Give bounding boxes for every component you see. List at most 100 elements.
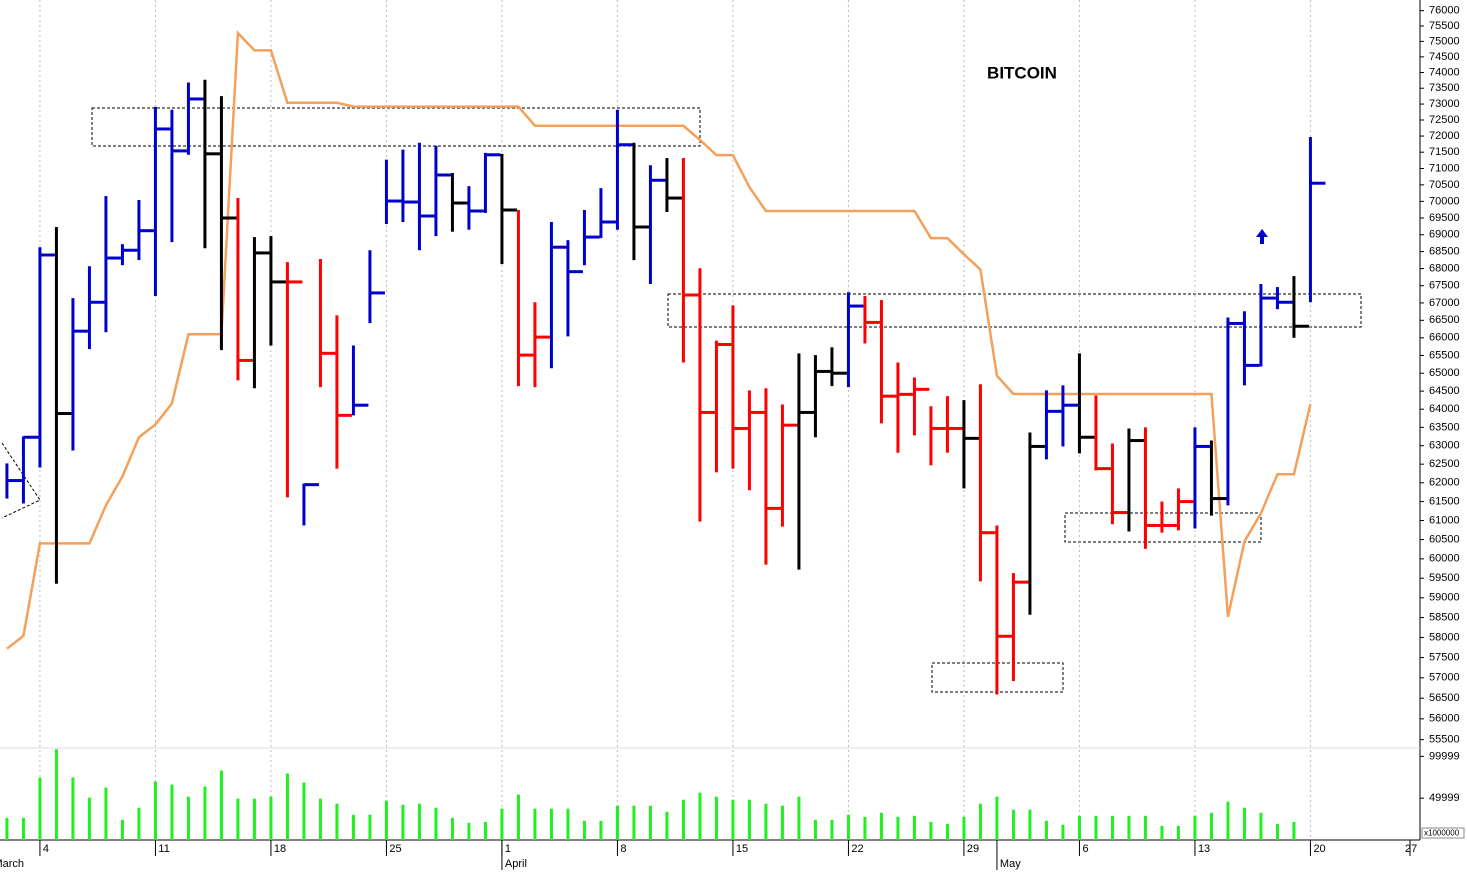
- volume-bar: [335, 803, 339, 840]
- y-tick-label: 74500: [1429, 51, 1460, 63]
- y-tick-label: 71500: [1429, 146, 1460, 158]
- x-tick-label: 20: [1313, 843, 1325, 855]
- volume-bar: [5, 817, 9, 840]
- volume-bar: [978, 803, 982, 840]
- y-tick-label: 57500: [1429, 651, 1460, 663]
- y-tick-label: 64500: [1429, 385, 1460, 397]
- volume-bar: [648, 805, 652, 840]
- volume-bar: [566, 808, 570, 840]
- y-tick-label: 72500: [1429, 114, 1460, 126]
- y-tick-label: 55500: [1429, 734, 1460, 746]
- volume-bar: [896, 816, 900, 840]
- volume-bar: [1193, 815, 1197, 840]
- volume-bar: [1028, 809, 1032, 840]
- volume-bar: [731, 799, 735, 840]
- y-tick-label: 63000: [1429, 440, 1460, 452]
- volume-bar: [252, 798, 256, 840]
- volume-bar: [38, 777, 42, 840]
- x-tick-label: 18: [274, 843, 286, 855]
- y-tick-label: 61500: [1429, 495, 1460, 507]
- volume-bar: [846, 814, 850, 840]
- volume-bar: [1292, 821, 1296, 840]
- volume-bar: [384, 800, 388, 840]
- stop-line: [6, 30, 1312, 650]
- y-tick-label: 64000: [1429, 403, 1460, 415]
- volume-bar: [54, 749, 58, 840]
- volume-bar: [797, 796, 801, 840]
- volume-bar: [351, 814, 355, 840]
- volume-bar: [945, 823, 949, 840]
- y-tick-label: 68000: [1429, 262, 1460, 274]
- y-tick-label: 58500: [1429, 611, 1460, 623]
- volume-bar: [599, 820, 603, 840]
- volume-bar: [698, 792, 702, 840]
- y-tick-label: 75000: [1429, 35, 1460, 47]
- volume-bar: [186, 796, 190, 840]
- volume-bar: [153, 781, 157, 840]
- volume-bar: [681, 799, 685, 840]
- y-tick-label: 67000: [1429, 297, 1460, 309]
- y-tick-label: 60000: [1429, 553, 1460, 565]
- volume-bar: [500, 808, 504, 840]
- volume-bar: [219, 770, 223, 840]
- month-label: May: [1000, 858, 1021, 870]
- volume-tick-label: 49999: [1429, 792, 1460, 804]
- y-tick-label: 59500: [1429, 572, 1460, 584]
- y-tick-label: 65000: [1429, 367, 1460, 379]
- volume-bar: [533, 808, 537, 840]
- volume-bar: [764, 803, 768, 840]
- up-arrow: [1256, 229, 1268, 244]
- y-tick-label: 73000: [1429, 98, 1460, 110]
- zone-wedge: [1, 442, 41, 519]
- volume-bar: [714, 796, 718, 840]
- volume-bar: [1209, 812, 1213, 840]
- zone-box: [667, 293, 1362, 328]
- volume-bar: [1011, 809, 1015, 840]
- volume-bar: [1077, 815, 1081, 840]
- volume-bar: [87, 797, 91, 840]
- x-tick-label: 22: [851, 843, 863, 855]
- volume-bar: [1044, 820, 1048, 840]
- volume-bar: [1160, 825, 1164, 840]
- volume-bar: [863, 816, 867, 840]
- volume-bar: [549, 808, 553, 840]
- y-tick-label: 71000: [1429, 162, 1460, 174]
- chart-title: BITCOIN: [987, 63, 1057, 82]
- volume-bar: [467, 822, 471, 840]
- volume-bar: [665, 811, 669, 840]
- volume-bar: [104, 787, 108, 840]
- x-tick-label: 6: [1082, 843, 1088, 855]
- y-tick-label: 76000: [1429, 5, 1460, 17]
- volume-bar: [401, 804, 405, 840]
- y-tick-label: 75500: [1429, 20, 1460, 32]
- volume-bar: [302, 782, 306, 840]
- y-tick-label: 57000: [1429, 672, 1460, 684]
- volume-bar: [120, 819, 124, 840]
- y-tick-label: 65500: [1429, 349, 1460, 361]
- y-tick-label: 70000: [1429, 195, 1460, 207]
- volume-bar: [1110, 815, 1114, 840]
- volume-bar: [632, 805, 636, 840]
- volume-bar: [269, 796, 273, 840]
- y-tick-label: 74000: [1429, 66, 1460, 78]
- volume-bar: [582, 820, 586, 840]
- month-label: March: [0, 858, 24, 870]
- volume-bar: [962, 816, 966, 840]
- month-label: April: [505, 858, 527, 870]
- unit-box: [1421, 827, 1465, 839]
- volume-bar: [434, 807, 438, 840]
- volume-bar: [137, 807, 141, 840]
- y-tick-label: 62500: [1429, 458, 1460, 470]
- volume-bar: [1226, 801, 1230, 840]
- y-tick-label: 59000: [1429, 592, 1460, 604]
- volume-bar: [1143, 815, 1147, 840]
- volume-bar: [483, 821, 487, 840]
- x-tick-label: 11: [158, 843, 169, 855]
- volume-bar: [1094, 815, 1098, 840]
- x-tick-label: 29: [967, 843, 979, 855]
- y-tick-label: 56500: [1429, 692, 1460, 704]
- x-tick-label: 25: [389, 843, 401, 855]
- volume-tick-label: 99999: [1429, 750, 1460, 762]
- y-tick-label: 66000: [1429, 332, 1460, 344]
